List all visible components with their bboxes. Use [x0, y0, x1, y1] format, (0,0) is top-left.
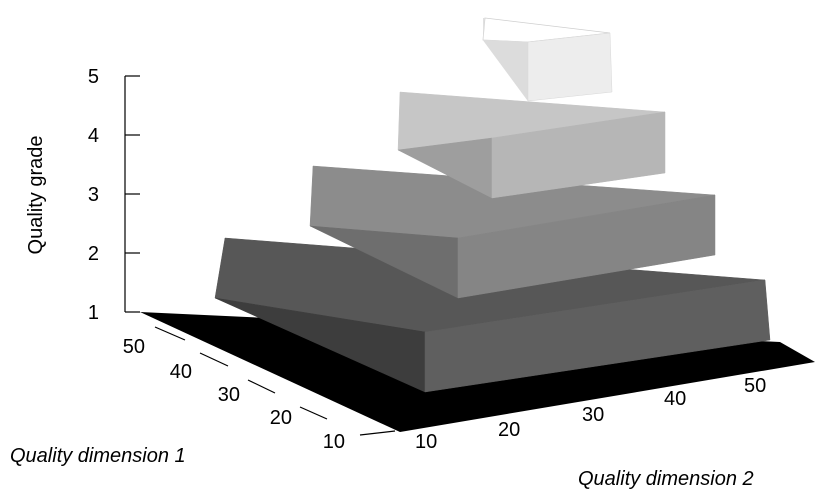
z-tick-3: 3: [88, 184, 140, 206]
z-axis: 1 2 3 4 5: [88, 66, 140, 324]
z-tick-label-1: 1: [88, 302, 99, 324]
level-3-front-face: [457, 194, 716, 299]
y-tick-label-30: 30: [218, 384, 240, 406]
z-axis-title: Quality grade: [25, 136, 47, 255]
y-tick-50: 50: [123, 326, 186, 358]
y-tick-label-20: 20: [270, 407, 292, 429]
x-tick-label-10: 10: [415, 431, 437, 453]
level-4-front-face: [491, 111, 666, 199]
y-tick-label-10: 10: [323, 431, 345, 453]
y-tick-40: 40: [170, 352, 229, 383]
z-tick-5: 5: [88, 66, 140, 88]
x-axis: 10 20 30 40 50: [399, 364, 766, 453]
z-tick-label-2: 2: [88, 243, 99, 265]
x-tick-30: 30: [562, 394, 604, 426]
y-tick-30: 30: [218, 379, 276, 406]
level-5-front-face: [527, 32, 613, 102]
x-axis-title: Quality dimension 2: [578, 468, 754, 490]
y-axis: 50 40 30 20 10: [123, 326, 396, 453]
level-2-front-face: [424, 279, 771, 393]
y-tick-10: 10: [323, 430, 396, 453]
level-5-left-face: [482, 39, 529, 102]
x-tick-40: 40: [642, 379, 686, 410]
y-axis-title: Quality dimension 1: [10, 445, 186, 467]
x-tick-10: 10: [399, 424, 437, 453]
z-tick-1: 1: [88, 302, 140, 324]
surface-level-4: [397, 91, 666, 199]
x-tick-20: 20: [479, 409, 520, 441]
z-tick-label-3: 3: [88, 184, 99, 206]
surface-level-5: [482, 17, 613, 102]
surface: [214, 17, 771, 393]
x-tick-label-30: 30: [582, 404, 604, 426]
surface-level-3: [309, 165, 716, 299]
z-tick-label-4: 4: [88, 125, 99, 147]
z-tick-label-5: 5: [88, 66, 99, 88]
x-tick-label-20: 20: [498, 419, 520, 441]
x-tick-label-50: 50: [744, 375, 766, 397]
y-tick-20: 20: [270, 406, 328, 429]
z-tick-2: 2: [88, 243, 140, 265]
y-tick-label-50: 50: [123, 336, 145, 358]
level-5-side: [483, 18, 485, 40]
x-tick-label-40: 40: [664, 388, 686, 410]
x-tick-50: 50: [722, 364, 766, 397]
y-tick-label-40: 40: [170, 361, 192, 383]
z-tick-4: 4: [88, 125, 140, 147]
